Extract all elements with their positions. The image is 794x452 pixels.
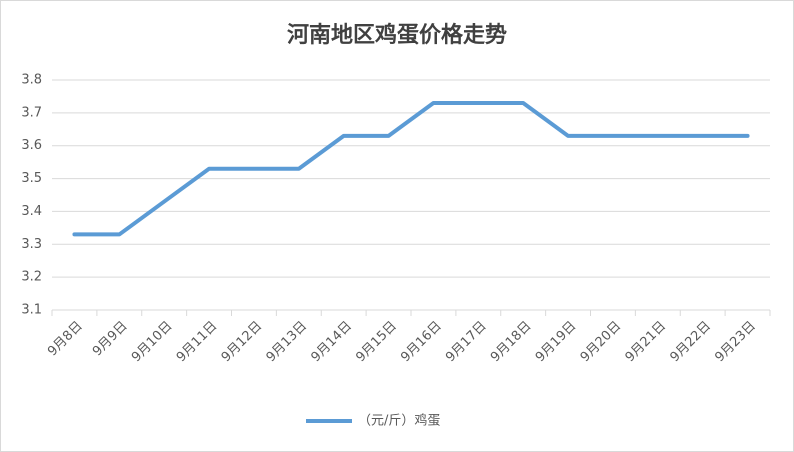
data-line: [72, 101, 750, 237]
y-tick-label: 3.3: [21, 237, 42, 252]
y-tick-label: 3.8: [21, 73, 42, 88]
y-tick-label: 3.4: [21, 204, 42, 219]
y-tick-label: 3.2: [21, 270, 42, 285]
y-tick-label: 3.6: [21, 138, 42, 153]
y-tick-label: 3.1: [21, 303, 42, 318]
y-tick-label: 3.5: [21, 171, 42, 186]
y-tick-label: 3.7: [21, 105, 42, 120]
chart-title: 河南地区鸡蛋价格走势: [287, 22, 507, 48]
legend-label: （元/斤）鸡蛋: [358, 413, 440, 429]
